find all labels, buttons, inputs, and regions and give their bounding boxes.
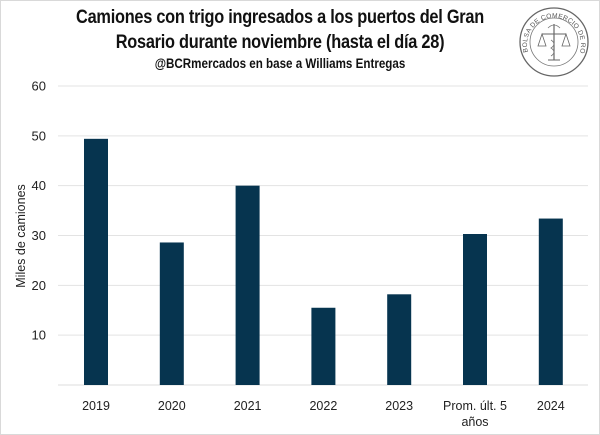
bar-2020 xyxy=(159,242,184,385)
x-tick-label: 2024 xyxy=(537,399,565,413)
x-tick-label: Prom. últ. 5 xyxy=(443,399,507,413)
bar-2021 xyxy=(235,185,260,385)
chart-title-line-1: Camiones con trigo ingresados a los puer… xyxy=(76,7,484,28)
x-tick-label: 2023 xyxy=(385,399,413,413)
x-tick-label: 2022 xyxy=(309,399,337,413)
x-tick-label: 2021 xyxy=(234,399,262,413)
bar-2022 xyxy=(311,307,336,385)
bar-2019 xyxy=(84,138,108,385)
x-tick-label: años xyxy=(461,415,488,429)
y-tick-label: 60 xyxy=(32,79,46,94)
chart-subtitle: @BCRmercados en base a Williams Entregas xyxy=(154,56,406,71)
bar-2024 xyxy=(538,218,563,385)
y-tick-label: 20 xyxy=(32,278,46,293)
bar-2023 xyxy=(387,294,412,385)
bcr-logo-seal: BOLSA DE COMERCIO DE ROSARIO xyxy=(518,6,589,77)
y-axis-label: Miles de camiones xyxy=(14,184,28,288)
y-tick-label: 10 xyxy=(32,328,46,343)
y-tick-label: 40 xyxy=(32,178,46,193)
x-tick-label: 2019 xyxy=(82,399,110,413)
chart-title-line-2: Rosario durante noviembre (hasta el día … xyxy=(115,32,445,53)
bar-prom-lt-5-a-os xyxy=(463,234,487,385)
x-tick-label: 2020 xyxy=(158,399,186,413)
y-tick-label: 50 xyxy=(32,128,46,143)
y-tick-label: 30 xyxy=(32,228,46,243)
